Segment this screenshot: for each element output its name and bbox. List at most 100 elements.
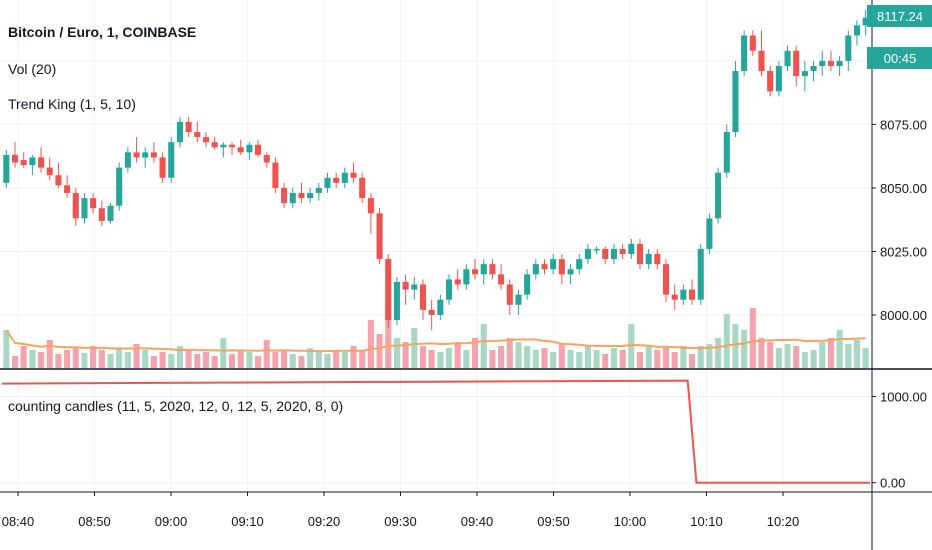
candle (715, 167, 722, 224)
volume-bar (645, 346, 652, 368)
indicator-tick-label[interactable]: 1000.00 (880, 390, 927, 405)
candle (784, 45, 791, 72)
indicator-axis-labels[interactable]: 1000.00 0.00 (872, 390, 927, 491)
candle-body (558, 259, 565, 275)
volume-legend[interactable]: Vol (20) (8, 61, 57, 77)
volume-bar (211, 356, 218, 368)
volume-bar (11, 356, 19, 368)
volume-bar (81, 353, 88, 368)
trend-legend[interactable]: Trend King (1, 5, 10) (8, 96, 136, 112)
candle (315, 182, 322, 201)
volume-bar (315, 352, 322, 368)
candle (775, 60, 782, 97)
candle (3, 149, 10, 188)
price-grid (0, 0, 872, 490)
volume-bar (767, 342, 774, 368)
candle-body (324, 177, 331, 188)
candle (524, 269, 531, 300)
volume-bar (3, 330, 10, 368)
volume-bar (489, 350, 496, 368)
volume-bar (749, 308, 756, 368)
time-tick-label[interactable]: 10:20 (767, 514, 800, 529)
time-axis-labels[interactable]: 08:40 08:50 09:00 09:10 09:20 09:30 09:40 09:50… (2, 492, 800, 529)
candle-body (393, 281, 400, 321)
volume-bar (671, 352, 678, 368)
volume-bar (541, 348, 548, 368)
volume-bar (289, 354, 296, 368)
candle-body (654, 253, 661, 265)
symbol-title[interactable]: Bitcoin / Euro, 1, COINBASE (8, 24, 197, 40)
candle (506, 279, 513, 315)
candle (767, 65, 774, 97)
volume-bar (402, 342, 409, 368)
time-tick-label[interactable]: 08:50 (78, 514, 111, 529)
indicator-line (1, 379, 870, 484)
price-tick-label[interactable]: 8050.00 (880, 181, 927, 196)
candle (281, 182, 288, 209)
time-tick-label[interactable]: 09:00 (155, 514, 188, 529)
candle-body (133, 152, 140, 158)
candle-body (758, 50, 765, 72)
volume-bar (602, 354, 609, 368)
candle (376, 208, 383, 265)
candle-body (263, 154, 270, 163)
candle (159, 152, 166, 183)
candle-body (584, 248, 591, 260)
price-tick-label[interactable]: 8000.00 (880, 308, 927, 323)
indicator-legend[interactable]: counting candles (11, 5, 2020, 12, 0, 12… (8, 398, 344, 414)
price-tick-label[interactable]: 8075.00 (880, 117, 927, 132)
candle (463, 264, 470, 290)
indicator-tick-label[interactable]: 0.00 (880, 476, 905, 491)
candle-body (107, 205, 114, 221)
candle (419, 279, 427, 321)
volume-bar (576, 352, 583, 368)
volume-bar (38, 352, 45, 368)
candle (706, 213, 713, 254)
candle (38, 147, 45, 173)
candle-body (116, 167, 123, 206)
candle-body (150, 152, 157, 158)
volume-bar (228, 354, 236, 368)
candle-body (480, 264, 487, 275)
time-tick-label[interactable]: 09:20 (308, 514, 341, 529)
time-tick-label[interactable]: 09:30 (384, 514, 417, 529)
volume-bar (150, 356, 157, 368)
time-tick-label[interactable]: 09:40 (461, 514, 494, 529)
volume-bar (263, 340, 270, 368)
candle-body (46, 167, 53, 176)
candle (862, 10, 869, 36)
candle-body (810, 65, 817, 72)
candle (211, 137, 218, 150)
candle (150, 142, 157, 163)
candle (723, 124, 730, 178)
candle-body (437, 299, 444, 315)
candle-body (524, 274, 531, 295)
candle (263, 152, 270, 168)
volume-bar (176, 346, 183, 368)
candle-body (55, 175, 62, 186)
candle (593, 246, 600, 254)
candle (853, 20, 861, 46)
time-tick-label[interactable]: 10:10 (690, 514, 723, 529)
time-tick-label[interactable]: 08:40 (2, 514, 35, 529)
countdown-badge (867, 47, 932, 69)
time-tick-label[interactable]: 09:50 (537, 514, 570, 529)
candle (272, 157, 279, 194)
candle-body (567, 269, 574, 275)
candle (472, 259, 479, 280)
candle (133, 137, 140, 163)
volume-bar (532, 350, 539, 368)
time-tick-label[interactable]: 10:00 (614, 514, 647, 529)
volume-bar (159, 352, 166, 368)
candle-body (185, 121, 192, 133)
candle (237, 139, 244, 155)
candle-body (715, 172, 722, 219)
price-tick-label[interactable]: 8025.00 (880, 244, 927, 259)
volume-bar (307, 348, 314, 368)
candle-body (732, 71, 739, 133)
candle-body (602, 248, 609, 260)
candle-body (706, 218, 713, 249)
time-tick-label[interactable]: 09:10 (231, 514, 264, 529)
